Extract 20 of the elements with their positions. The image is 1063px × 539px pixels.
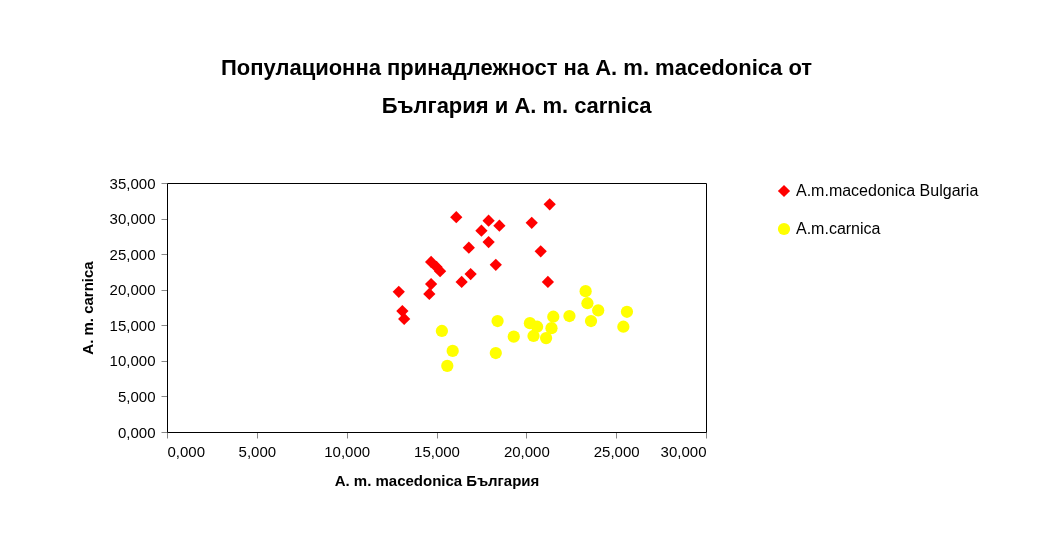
y-tick-label: 30,000 <box>109 210 156 228</box>
y-tick-label: 0,000 <box>117 423 156 441</box>
x-tick-label: 25,000 <box>593 442 640 460</box>
x-tick-label: 10,000 <box>324 442 371 460</box>
x-tick-label: 30,000 <box>660 442 707 460</box>
y-axis-title: A. m. carnica <box>78 260 96 355</box>
chart-title: Популационна принадлежност на A. m. macedonica от България и A. m. carnica <box>220 55 813 118</box>
y-tick-label: 15,000 <box>109 316 156 334</box>
x-tick-label: 5,000 <box>238 442 277 460</box>
x-tick-label: 0,000 <box>167 442 206 460</box>
y-tick-label: 5,000 <box>117 387 156 405</box>
y-tick-label: 35,000 <box>109 174 156 192</box>
x-tick-label: 15,000 <box>414 442 460 460</box>
y-tick-label: 20,000 <box>109 281 156 299</box>
y-tick-label: 25,000 <box>109 245 156 263</box>
legend-label: A.m.macedonica Bulgaria <box>796 182 979 199</box>
x-axis-title: A. m. macedonica България <box>334 471 540 489</box>
legend-label: A.m.carnica <box>796 220 881 237</box>
y-tick-label: 10,000 <box>109 352 156 370</box>
x-tick-label: 20,000 <box>503 442 550 460</box>
